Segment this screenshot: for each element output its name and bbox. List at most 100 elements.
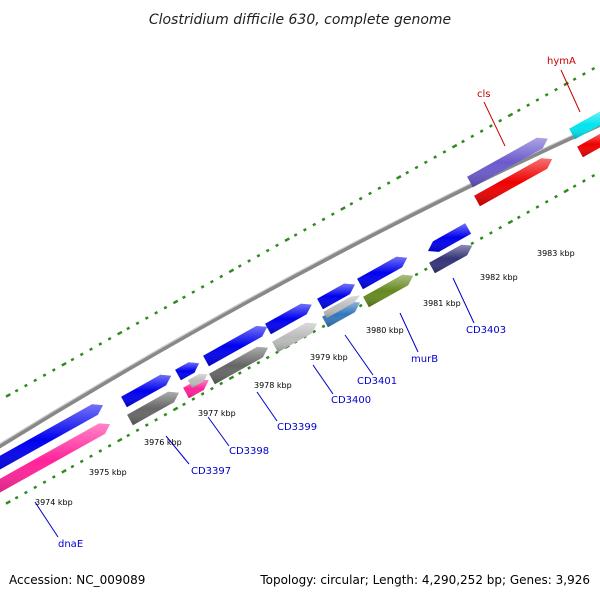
tick-label-3979: 3979 kbp bbox=[310, 353, 348, 362]
tick-mark-lower bbox=[144, 423, 149, 427]
tick-mark-lower bbox=[256, 360, 261, 365]
tick-mark-upper bbox=[61, 361, 67, 367]
tick-mark-lower bbox=[70, 464, 75, 469]
tick-mark-upper bbox=[340, 206, 346, 211]
tick-mark-upper bbox=[479, 129, 484, 133]
cog-arrow-cd3401b[interactable] bbox=[323, 295, 360, 319]
cog-arrow-murb[interactable] bbox=[363, 274, 414, 308]
tick-mark-upper bbox=[470, 134, 475, 139]
leader-cd3401 bbox=[344, 334, 374, 376]
tick-mark-upper bbox=[23, 383, 28, 388]
tick-mark-upper bbox=[14, 388, 19, 393]
cog-arrow-cd3397[interactable] bbox=[127, 391, 179, 426]
tick-mark-lower bbox=[126, 433, 131, 438]
cds-arrow-cd3398[interactable] bbox=[175, 362, 199, 381]
cds-arrow-cd3400[interactable] bbox=[265, 303, 312, 335]
tick-mark-upper bbox=[386, 181, 391, 185]
cds-arrow-cd3401[interactable] bbox=[317, 283, 355, 310]
tick-mark-lower bbox=[182, 402, 186, 407]
tick-mark-upper bbox=[79, 352, 84, 357]
cds-arrow-cd3403-shading bbox=[428, 223, 472, 252]
tick-mark-lower bbox=[572, 184, 577, 189]
leader-cd3399 bbox=[256, 391, 278, 422]
tick-mark-lower bbox=[135, 428, 140, 433]
tick-mark-lower bbox=[414, 272, 419, 277]
tick-mark-lower bbox=[14, 495, 19, 500]
cds-arrow-cd3397[interactable] bbox=[121, 374, 172, 408]
tick-mark-upper bbox=[461, 139, 465, 144]
tick-labels: 3974 kbp 3975 kbp 3976 kbp 3977 kbp 3978… bbox=[35, 249, 575, 507]
gene-label-cd3399[interactable]: CD3399 bbox=[277, 422, 317, 433]
cog-arrow-cd3398-shading bbox=[183, 379, 209, 399]
tick-mark-upper bbox=[42, 373, 47, 377]
tick-mark-upper bbox=[563, 81, 569, 87]
gene-label-cls[interactable]: cls bbox=[477, 89, 491, 100]
tick-mark-upper bbox=[423, 160, 428, 165]
tick-mark-upper bbox=[247, 259, 252, 263]
gene-label-hyma[interactable]: hymA bbox=[547, 56, 576, 67]
tick-mark-upper bbox=[544, 92, 549, 97]
tick-mark-upper bbox=[191, 290, 196, 294]
cog-arrow-cd3399[interactable] bbox=[209, 346, 268, 385]
tick-mark-upper bbox=[526, 103, 531, 107]
cog-arrow-cd3400[interactable] bbox=[272, 322, 317, 353]
tick-mark-lower bbox=[591, 173, 596, 178]
tick-mark-upper bbox=[302, 227, 307, 232]
cds-arrow-dnae[interactable] bbox=[0, 404, 103, 476]
cds-arrow-cd3399[interactable] bbox=[203, 326, 268, 367]
cog-arrow-cls[interactable] bbox=[474, 158, 553, 207]
cds-arrow-cd3403[interactable] bbox=[428, 223, 472, 252]
gene-label-cd3398[interactable]: CD3398 bbox=[229, 446, 269, 457]
tick-mark-upper bbox=[135, 321, 140, 326]
map-title: Clostridium difficile 630, complete geno… bbox=[149, 12, 451, 28]
cog-arrow-cd3397-shading bbox=[127, 391, 179, 426]
gene-label-cd3400[interactable]: CD3400 bbox=[331, 395, 371, 406]
tick-mark-lower bbox=[51, 475, 56, 479]
tick-mark-lower bbox=[5, 500, 11, 505]
tick-mark-lower bbox=[312, 329, 317, 334]
gene-label-cd3397[interactable]: CD3397 bbox=[191, 466, 231, 477]
leader-cd3397 bbox=[165, 435, 190, 465]
cds-arrow-murb[interactable] bbox=[357, 256, 408, 290]
backbone-layer bbox=[0, 121, 600, 449]
tick-mark-upper bbox=[535, 98, 540, 102]
gene-label-cd3403[interactable]: CD3403 bbox=[466, 325, 506, 336]
tick-mark-upper bbox=[70, 357, 75, 362]
tick-mark-lower bbox=[219, 381, 224, 386]
cds-arrow-cls[interactable] bbox=[467, 137, 548, 188]
gene-label-dnae[interactable]: dnaE bbox=[58, 539, 83, 550]
cog-arrow-cd3403[interactable] bbox=[429, 244, 473, 274]
tick-label-3981: 3981 kbp bbox=[423, 299, 461, 308]
gene-labels: dnaE CD3397 CD3398 CD3399 CD3400 CD3401 … bbox=[58, 56, 576, 550]
accession-value: NC_009089 bbox=[76, 573, 146, 587]
tick-mark-lower bbox=[554, 194, 558, 199]
cds-arrow-hyma[interactable] bbox=[569, 111, 600, 140]
tick-mark-lower bbox=[79, 459, 84, 464]
tick-mark-upper bbox=[33, 378, 38, 383]
genes-value: 3,926 bbox=[555, 573, 590, 587]
tick-mark-upper bbox=[358, 196, 363, 201]
tick-mark-lower bbox=[228, 375, 235, 381]
tick-mark-lower bbox=[498, 225, 503, 230]
cds-arrow-cd3397-shading bbox=[121, 374, 172, 408]
leader-hyma bbox=[560, 69, 581, 113]
cog-arrow-cd3398b[interactable] bbox=[187, 373, 208, 388]
cog-arrow-dnae-shading bbox=[0, 423, 110, 493]
gene-label-cd3401[interactable]: CD3401 bbox=[357, 376, 397, 387]
leader-cd3403 bbox=[452, 277, 475, 324]
cog-arrow-cd3398[interactable] bbox=[183, 379, 209, 399]
cds-arrow-dnae-shading bbox=[0, 404, 103, 470]
tick-mark-upper bbox=[498, 118, 503, 123]
tick-mark-upper bbox=[451, 143, 458, 149]
tick-mark-lower bbox=[516, 215, 521, 220]
tick-mark-upper bbox=[275, 243, 279, 248]
cog-arrow-dnae[interactable] bbox=[0, 423, 110, 499]
tick-mark-lower bbox=[247, 366, 252, 370]
cog-arrow-hyma[interactable] bbox=[577, 132, 600, 158]
gene-label-murb[interactable]: murB bbox=[411, 354, 438, 365]
tick-mark-lower bbox=[98, 449, 103, 453]
cog-arrow-cd3401[interactable] bbox=[322, 301, 360, 328]
cog-arrow-cd3403-shading bbox=[429, 244, 473, 274]
tick-mark-lower bbox=[154, 418, 159, 422]
